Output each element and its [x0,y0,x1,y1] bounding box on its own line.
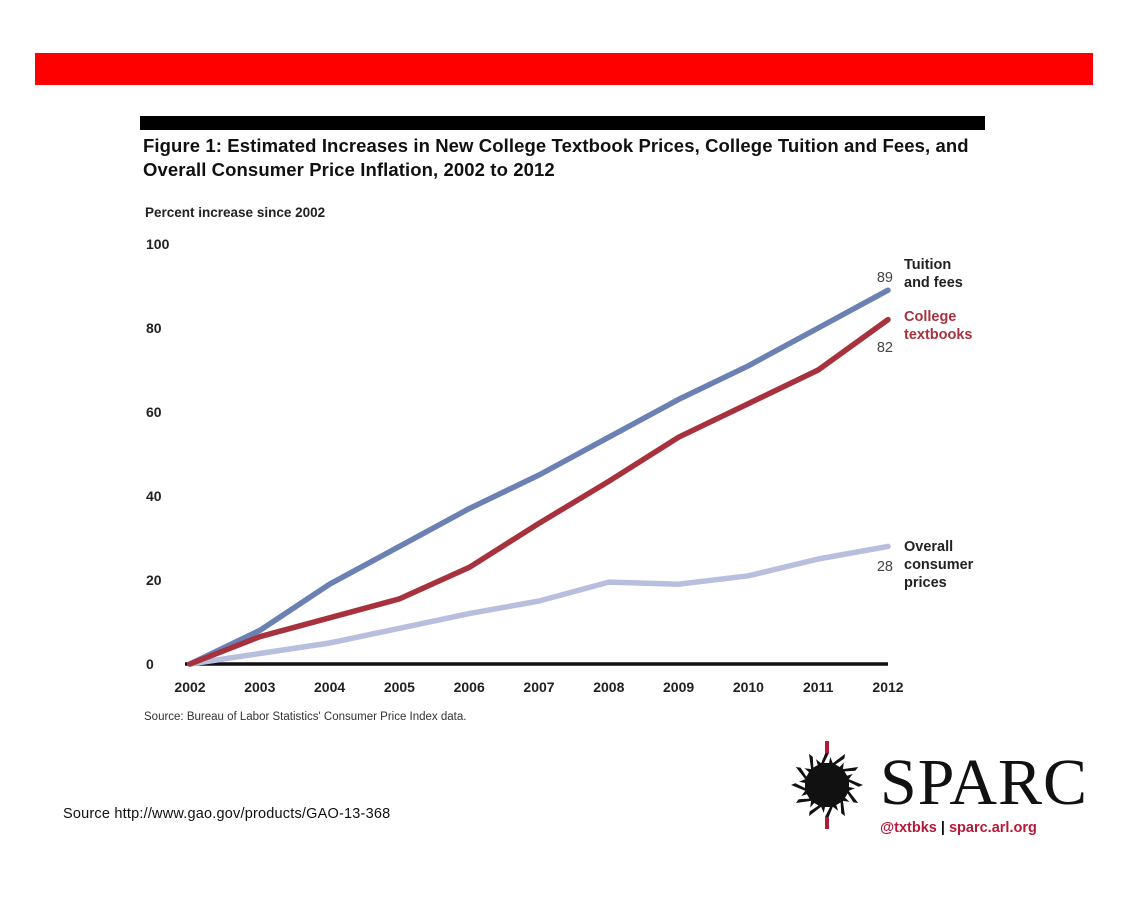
sparc-wordmark: SPARC [880,746,1089,819]
x-tick-label: 2007 [523,679,554,695]
top-red-banner [35,53,1093,85]
x-tick-label: 2004 [314,679,345,695]
sparc-star-logo-icon [787,741,867,829]
legend-label-textbooks: College [904,309,956,325]
y-tick-label: 0 [146,656,154,672]
data-source-note: Source: Bureau of Labor Statistics' Cons… [144,711,467,723]
y-tick-label: 20 [146,572,162,588]
legend-label-tuition: and fees [904,275,963,291]
y-axis-title: Percent increase since 2002 [145,205,325,220]
sparc-tagline: @txtbks | sparc.arl.org [880,820,1037,836]
figure-header-rule [140,116,985,130]
y-tick-label: 40 [146,488,162,504]
y-tick-label: 60 [146,404,162,420]
end-value-label-tuition: 89 [877,270,893,286]
series-line-tuition [187,287,891,667]
legend-label-cpi: Overall [904,539,953,555]
legend-label-tuition: Tuition [904,257,951,273]
x-tick-label: 2005 [384,679,415,695]
twitter-handle-link[interactable]: @txtbks [880,820,937,836]
x-tick-label: 2008 [593,679,624,695]
x-tick-label: 2002 [174,679,205,695]
x-tick-label: 2010 [733,679,764,695]
legend-label-cpi: prices [904,575,947,591]
x-tick-label: 2012 [872,679,903,695]
x-tick-label: 2009 [663,679,694,695]
y-tick-label: 80 [146,320,162,336]
series-line-textbooks [187,316,891,667]
x-axis-ticks: 2002 2003 2004 2005 2006 2007 2008 2009 2010 2011… [174,679,903,695]
x-tick-label: 2003 [244,679,275,695]
series-labels: 89 Tuition and fees 82 College textbooks 28 Ove… [877,257,974,591]
x-tick-label: 2011 [803,679,834,695]
end-value-label-cpi: 28 [877,559,893,575]
tagline-separator: | [940,820,945,836]
series-line-cpi [187,543,891,667]
y-axis-ticks: 0 20 40 60 80 100 [146,236,170,672]
figure-title: Figure 1: Estimated Increases in New Col… [143,135,969,180]
end-value-label-textbooks: 82 [877,340,893,356]
website-link[interactable]: sparc.arl.org [948,820,1037,836]
legend-label-textbooks: textbooks [904,327,973,343]
y-tick-label: 100 [146,236,170,252]
legend-label-cpi: consumer [904,557,974,573]
series-lines [187,287,891,667]
x-tick-label: 2006 [454,679,485,695]
source-url-text: Source http://www.gao.gov/products/GAO-1… [63,806,391,822]
